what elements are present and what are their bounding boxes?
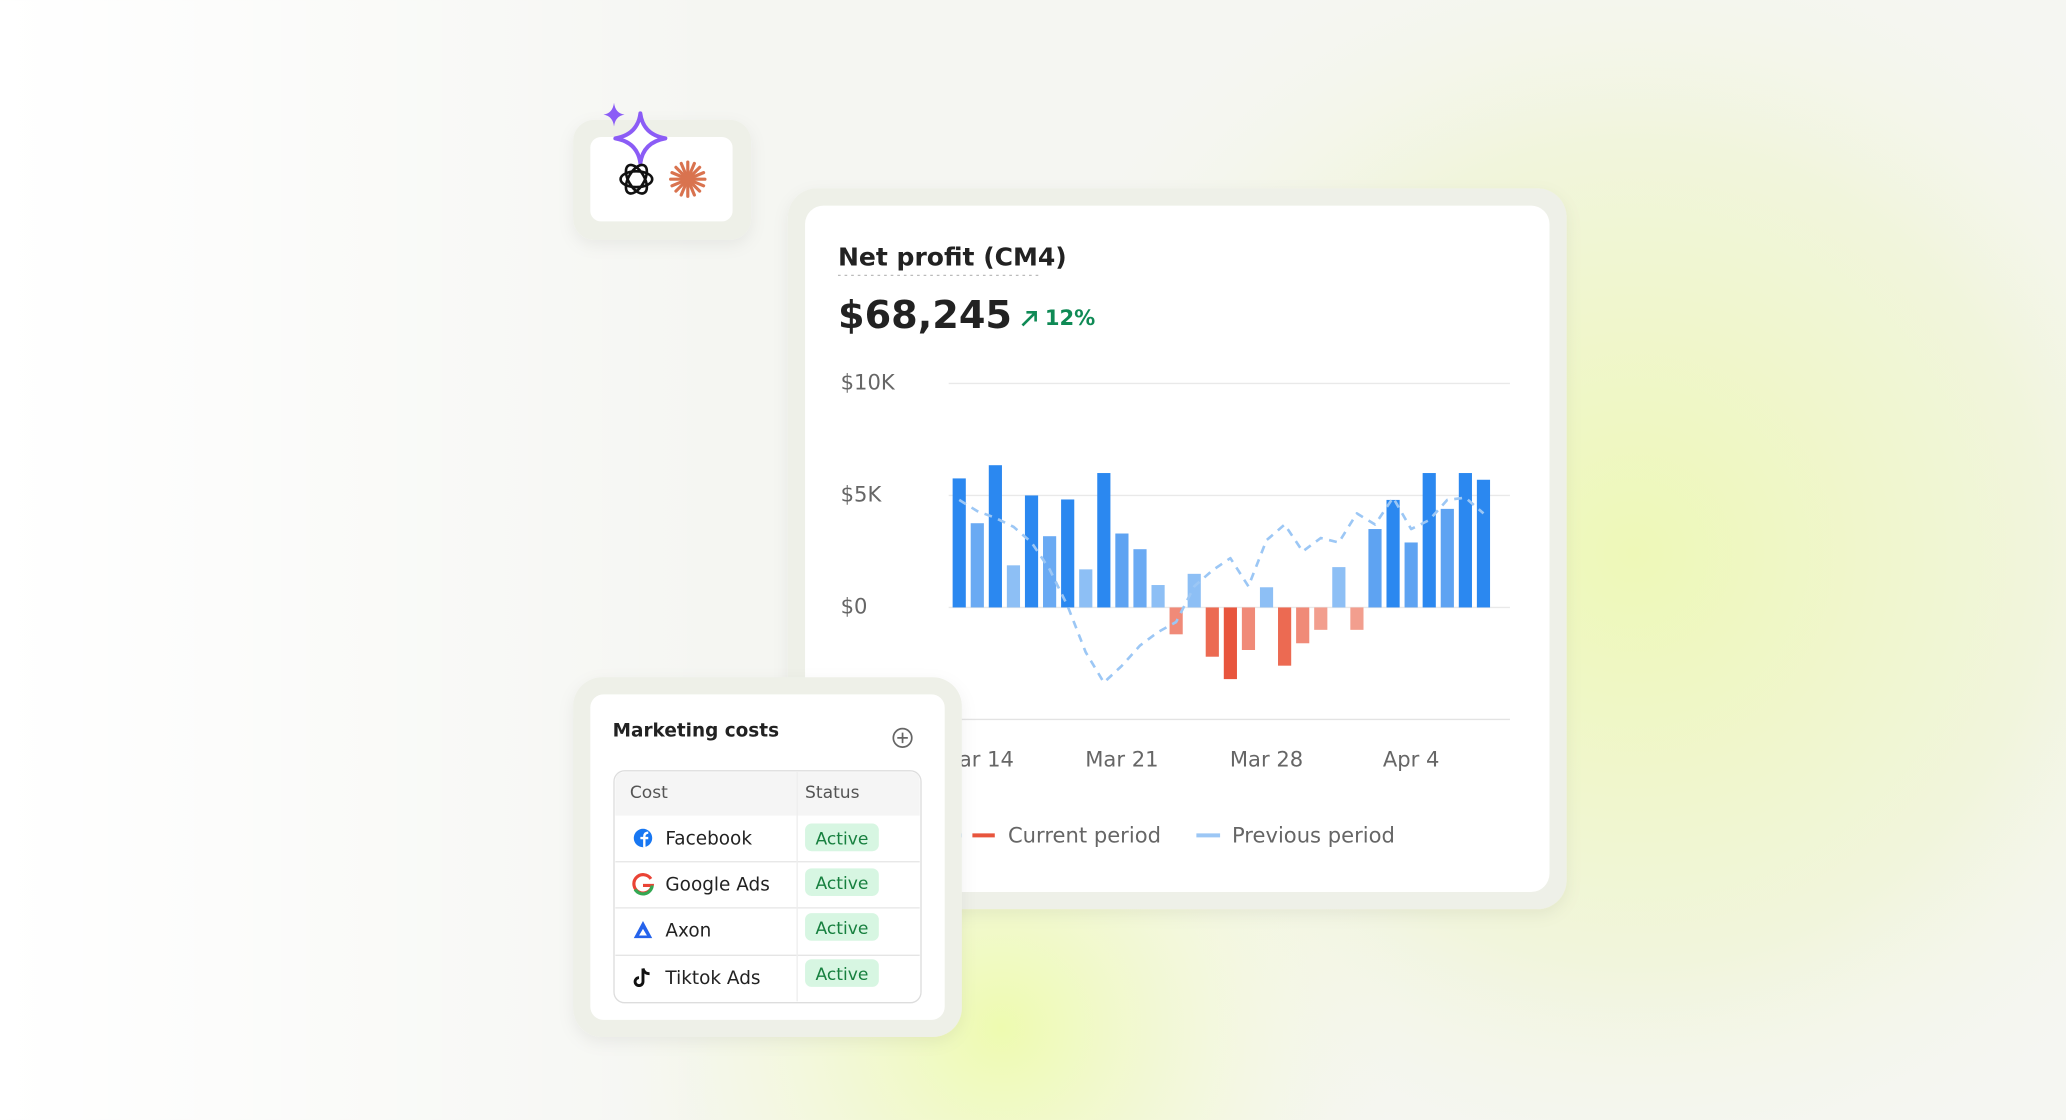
bar xyxy=(988,465,1002,608)
status-badge xyxy=(805,913,879,941)
bar xyxy=(1006,565,1021,608)
column-header: Status xyxy=(805,783,860,803)
bar xyxy=(1296,607,1310,644)
status-label: Active xyxy=(815,965,868,985)
bar xyxy=(1368,529,1382,608)
bar xyxy=(1024,495,1039,608)
change: 12% xyxy=(1045,305,1095,330)
legend: Current period Previous period xyxy=(946,823,1395,848)
bar xyxy=(1223,607,1237,680)
y-tick-label: $0 xyxy=(841,593,868,618)
bar xyxy=(1259,587,1274,608)
bar xyxy=(952,478,966,608)
bar xyxy=(1151,585,1165,608)
bar xyxy=(1115,533,1129,608)
cost-name: Axon xyxy=(665,921,711,942)
tiktok-icon xyxy=(633,968,650,988)
headline-value: $68,245 xyxy=(838,294,1012,338)
google-icon xyxy=(633,885,654,896)
bar xyxy=(1422,473,1436,608)
y-tick-label: $10K xyxy=(841,369,896,394)
x-tick-label: Mar 28 xyxy=(1230,746,1303,771)
up-arrow xyxy=(1021,310,1037,327)
bar xyxy=(1458,473,1472,608)
table-header xyxy=(615,772,920,816)
chart-card xyxy=(805,205,1550,893)
facebook-icon xyxy=(640,831,649,848)
bar xyxy=(1061,499,1075,608)
bar xyxy=(1241,607,1256,650)
claude-icon xyxy=(669,160,707,198)
table-title: Marketing costs xyxy=(613,720,779,741)
add-button[interactable] xyxy=(892,727,913,748)
status-badge xyxy=(805,823,879,852)
column-header: Cost xyxy=(630,783,668,803)
bar xyxy=(1476,479,1491,608)
bar xyxy=(1404,542,1418,608)
status-badge xyxy=(805,959,879,987)
sparkle-icon xyxy=(613,111,668,166)
openai-icon xyxy=(619,163,654,195)
bar xyxy=(1079,569,1093,608)
bar xyxy=(1314,607,1328,630)
status-label: Active xyxy=(815,829,868,849)
legend-label: Previous period xyxy=(1232,823,1395,848)
status-label: Active xyxy=(815,919,868,939)
icon-card xyxy=(590,137,733,222)
sparkle-icon xyxy=(603,102,625,127)
chart-title: Net profit (CM4) xyxy=(838,242,1067,271)
bar xyxy=(1205,607,1219,657)
bar xyxy=(1332,567,1346,608)
cost-name: Facebook xyxy=(665,828,752,849)
cost-name: Google Ads xyxy=(665,874,769,895)
previous-line xyxy=(958,496,1485,684)
bar xyxy=(1278,607,1292,666)
table: Cost Status Facebook Active Google Ads Active… xyxy=(615,772,920,1002)
legend-label: Current period xyxy=(1008,823,1161,848)
x-tick-label: Apr 4 xyxy=(1383,746,1440,771)
bar xyxy=(1133,549,1147,608)
bar xyxy=(1187,573,1201,608)
y-tick-label: $5K xyxy=(841,481,883,506)
status-badge xyxy=(805,868,879,896)
axon-icon xyxy=(633,921,653,939)
x-tick-label: Mar 21 xyxy=(1085,746,1158,771)
cost-name: Tiktok Ads xyxy=(664,968,760,989)
bar xyxy=(1350,607,1364,630)
bar xyxy=(1440,508,1454,608)
status-label: Active xyxy=(815,874,868,894)
bar xyxy=(1097,473,1111,608)
bar xyxy=(1386,499,1400,608)
bar xyxy=(970,523,984,608)
